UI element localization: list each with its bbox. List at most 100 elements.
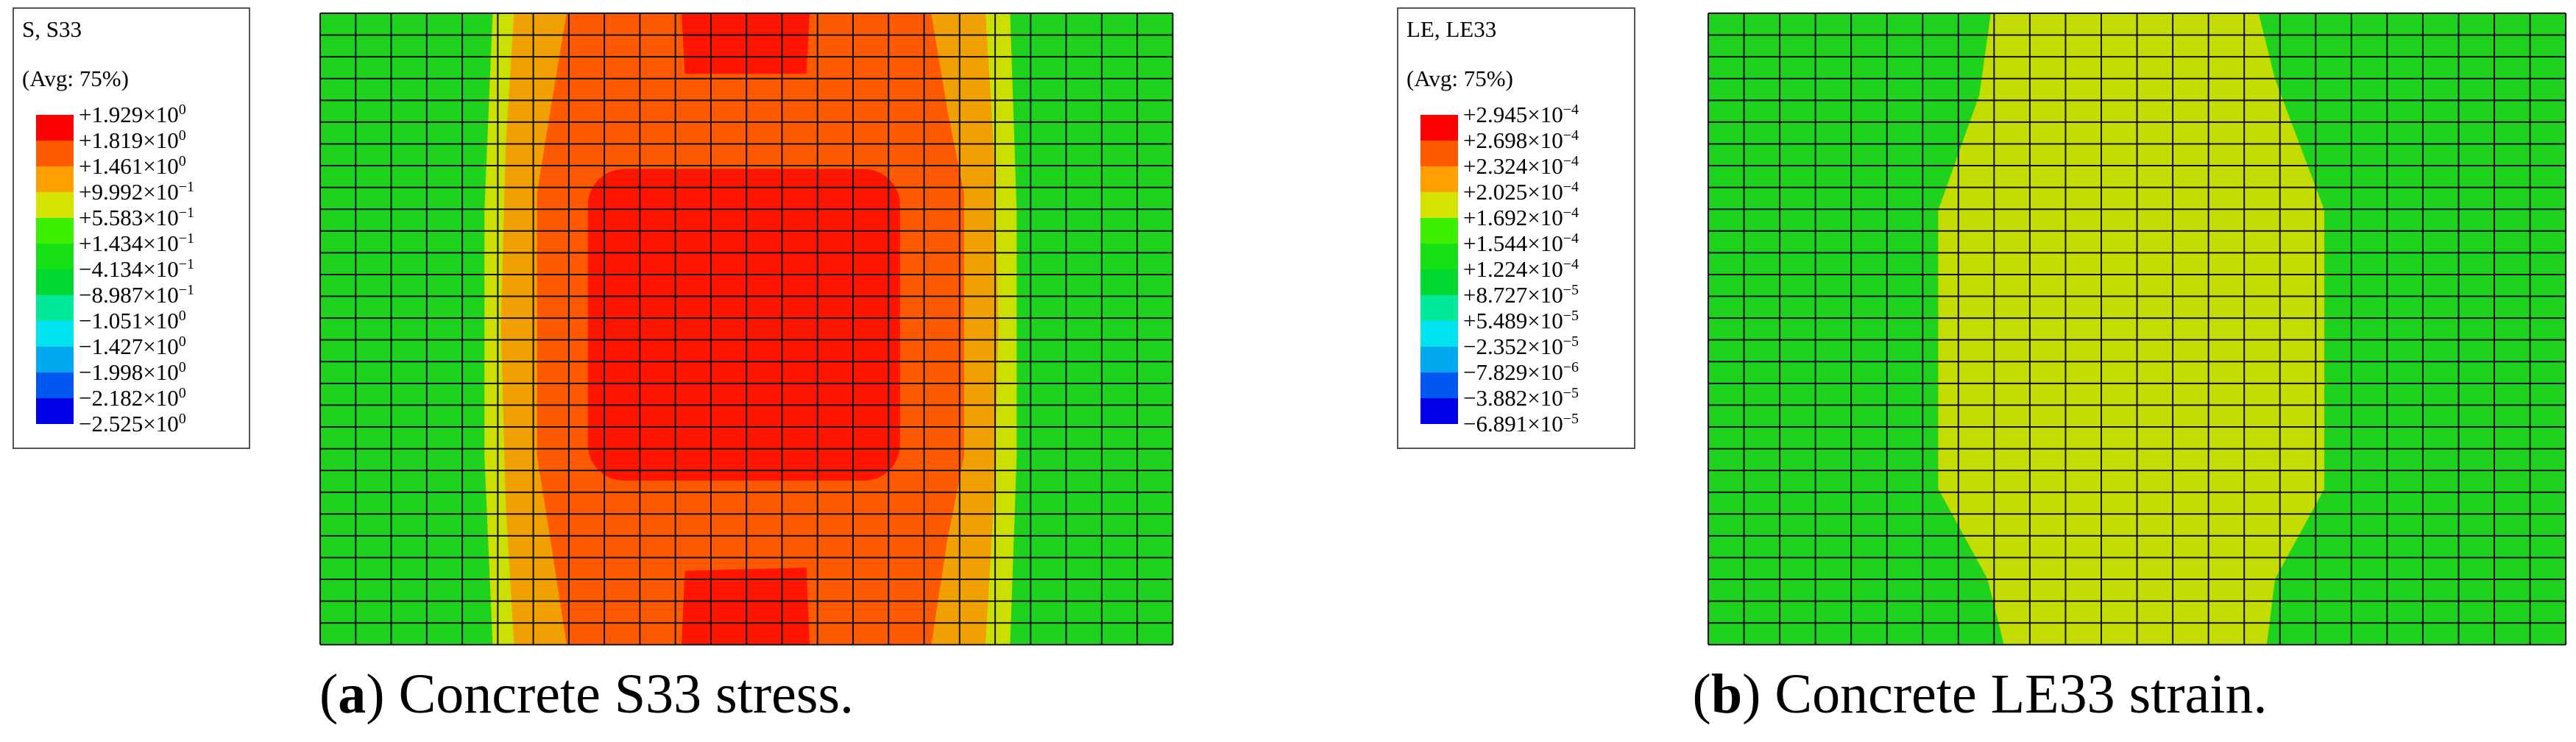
- legend-swatch: [36, 141, 74, 166]
- legend-label: −1.998×100: [79, 359, 186, 385]
- legend-swatch: [1420, 269, 1458, 295]
- legend-label-base: +1.819×10: [79, 127, 179, 153]
- legend-swatch: [36, 115, 74, 141]
- legend-label-base: +5.583×10: [79, 205, 179, 230]
- legend-label-exp: 0: [179, 308, 186, 324]
- legend-label-exp: 0: [179, 102, 186, 118]
- legend-label-base: −1.427×10: [79, 333, 179, 359]
- legend-label-exp: 0: [179, 153, 186, 169]
- legend-label-base: +2.698×10: [1463, 127, 1563, 153]
- legend-swatch: [36, 218, 74, 244]
- legend-title: LE, LE33: [1406, 16, 1496, 42]
- legend-swatch: [36, 192, 74, 218]
- caption-label: a: [338, 663, 366, 725]
- legend-label-base: +1.544×10: [1463, 230, 1563, 256]
- legend-swatch: [1420, 398, 1458, 424]
- legend-label: +1.434×10−1: [79, 230, 194, 256]
- legend-label-base: +2.025×10: [1463, 179, 1563, 205]
- legend-label-base: +2.324×10: [1463, 153, 1563, 179]
- contour-b: [1707, 12, 2567, 646]
- legend-label: −7.829×10−6: [1463, 359, 1579, 385]
- legend-label: +1.461×100: [79, 153, 186, 179]
- legend-label-exp: 0: [179, 385, 186, 401]
- legend-label: −2.352×10−5: [1463, 333, 1579, 359]
- legend-label-exp: 0: [179, 333, 186, 350]
- legend-label-exp: −4: [1563, 153, 1579, 169]
- legend-label-base: −6.891×10: [1463, 411, 1563, 437]
- legend-swatch: [1420, 295, 1458, 321]
- legend-label: +1.544×10−4: [1463, 230, 1579, 256]
- legend-label: +9.992×10−1: [79, 179, 194, 205]
- legend-label-exp: −5: [1563, 333, 1579, 350]
- legend-label-exp: −1: [179, 179, 194, 195]
- legend-swatch: [1420, 218, 1458, 244]
- legend-title: S, S33: [22, 16, 82, 42]
- legend-label-base: −8.987×10: [79, 282, 179, 308]
- legend-label-exp: −5: [1563, 282, 1579, 298]
- legend-swatch: [1420, 321, 1458, 347]
- legend-label-exp: −5: [1563, 308, 1579, 324]
- legend-label: −1.427×100: [79, 333, 186, 359]
- legend-label-exp: 0: [179, 359, 186, 375]
- legend-label-base: +1.224×10: [1463, 256, 1563, 282]
- contour-a: [319, 12, 1174, 646]
- legend-label-base: +5.489×10: [1463, 308, 1563, 333]
- legend-swatch: [1420, 166, 1458, 192]
- caption-text: ) Concrete S33 stress.: [366, 663, 854, 725]
- legend-swatch: [36, 244, 74, 269]
- legend-label-exp: −1: [179, 282, 194, 298]
- legend-label-exp: −4: [1563, 230, 1579, 247]
- legend-swatch: [1420, 115, 1458, 141]
- caption-label: b: [1711, 663, 1742, 725]
- legend-label: +2.945×10−4: [1463, 102, 1579, 127]
- legend-label-base: −1.998×10: [79, 359, 179, 385]
- legend-label-base: +2.945×10: [1463, 102, 1563, 127]
- legend-label-base: −3.882×10: [1463, 385, 1563, 411]
- legend-label: +1.819×100: [79, 127, 186, 153]
- legend-label-exp: 0: [179, 411, 186, 427]
- legend-label: −6.891×10−5: [1463, 411, 1579, 437]
- legend-label: +8.727×10−5: [1463, 282, 1579, 308]
- legend-label: −2.525×100: [79, 411, 186, 437]
- legend-label-base: +8.727×10: [1463, 282, 1563, 308]
- legend-label-base: +9.992×10: [79, 179, 179, 205]
- legend-label-exp: −5: [1563, 411, 1579, 427]
- caption-open: (: [1693, 663, 1711, 725]
- legend-label-base: +1.929×10: [79, 102, 179, 127]
- caption: (a) Concrete S33 stress.: [319, 663, 854, 725]
- legend-label-exp: −1: [179, 256, 194, 272]
- legend-label-base: +1.434×10: [79, 230, 179, 256]
- caption: (b) Concrete LE33 strain.: [1693, 663, 2268, 725]
- legend-label: −4.134×10−1: [79, 256, 194, 282]
- legend-swatch: [1420, 347, 1458, 372]
- legend-label-base: +1.692×10: [1463, 205, 1563, 230]
- legend-label-base: +1.461×10: [79, 153, 179, 179]
- legend-swatch: [36, 166, 74, 192]
- legend-subtitle: (Avg: 75%): [22, 66, 129, 91]
- legend-swatch: [1420, 244, 1458, 269]
- legend-label-exp: −4: [1563, 102, 1579, 118]
- legend-swatch: [36, 295, 74, 321]
- legend-label: +1.224×10−4: [1463, 256, 1579, 282]
- legend-label-exp: −1: [179, 205, 194, 221]
- caption-text: ) Concrete LE33 strain.: [1742, 663, 2267, 725]
- legend-subtitle: (Avg: 75%): [1406, 66, 1513, 91]
- legend-swatch: [1420, 141, 1458, 166]
- legend-label-exp: −4: [1563, 256, 1579, 272]
- legend-label-exp: −6: [1563, 359, 1579, 375]
- legend-swatch: [36, 372, 74, 398]
- legend-swatch: [1420, 372, 1458, 398]
- legend-label-base: −2.182×10: [79, 385, 179, 411]
- legend-label-base: −7.829×10: [1463, 359, 1563, 385]
- legend-swatch: [36, 269, 74, 295]
- legend-swatch: [36, 347, 74, 372]
- legend-label-exp: −4: [1563, 179, 1579, 195]
- legend-label: +1.929×100: [79, 102, 186, 127]
- caption-open: (: [319, 663, 338, 725]
- legend-label-exp: 0: [179, 127, 186, 144]
- legend-label-exp: −4: [1563, 205, 1579, 221]
- legend-label: +2.698×10−4: [1463, 127, 1579, 153]
- legend-label: −1.051×100: [79, 308, 186, 333]
- legend-label: +1.692×10−4: [1463, 205, 1579, 230]
